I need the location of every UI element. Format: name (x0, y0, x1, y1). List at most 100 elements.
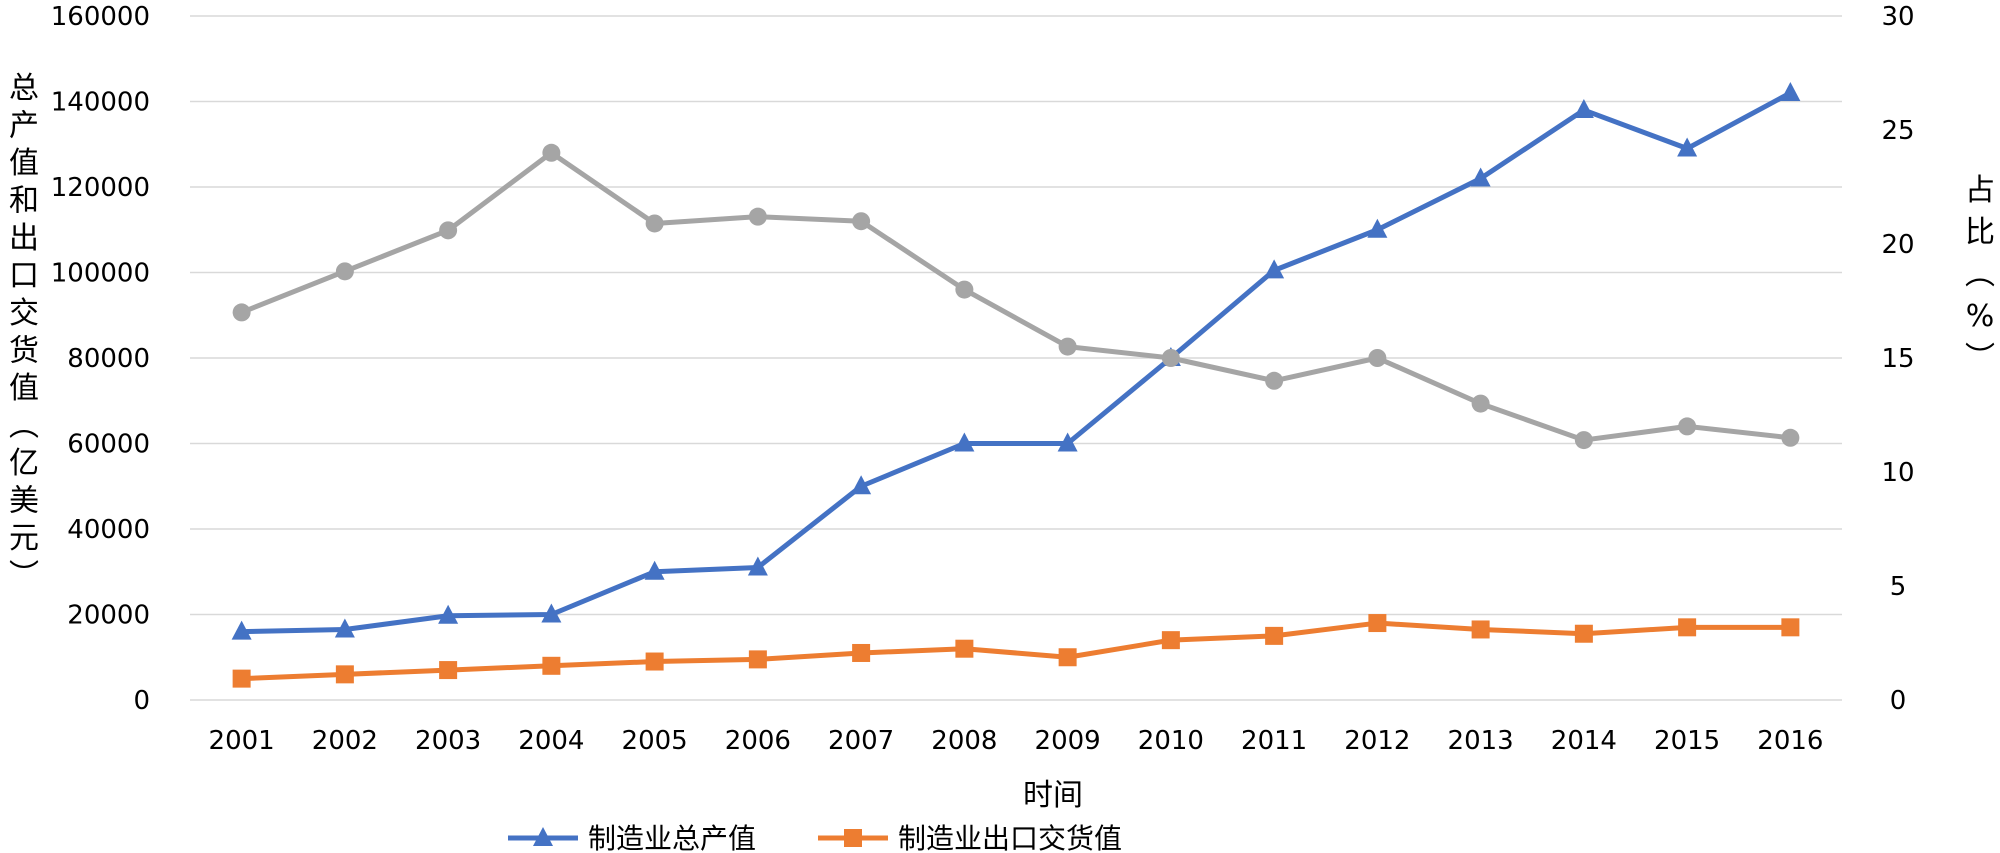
triangle-marker (1264, 259, 1285, 279)
triangle-marker (851, 475, 872, 495)
circle-marker (1058, 337, 1077, 356)
triangle-marker (1367, 218, 1388, 238)
right-y-axis-title-char: % (1966, 299, 1995, 334)
right-y-axis-title-char: 占 (1965, 173, 1995, 208)
left-y-tick-label: 140000 (51, 88, 150, 118)
right-y-tick-label: 25 (1881, 116, 1914, 146)
triangle-marker (954, 432, 975, 452)
left-y-axis-title-char: 口 (9, 259, 39, 294)
x-tick-label: 2016 (1757, 726, 1823, 756)
square-marker (542, 656, 561, 675)
x-tick-label: 2007 (828, 726, 894, 756)
triangle-marker (644, 560, 665, 580)
right-y-tick-label: 5 (1890, 572, 1907, 602)
triangle-marker (334, 618, 355, 638)
series-layer (231, 81, 1801, 688)
square-marker (1574, 624, 1593, 643)
triangle-marker (1780, 81, 1801, 101)
triangle-marker (541, 603, 562, 623)
circle-marker (748, 207, 767, 226)
series-0 (231, 81, 1801, 640)
circle-marker (542, 143, 561, 162)
square-marker (748, 650, 767, 669)
x-axis-title: 时间 (1023, 778, 1083, 813)
left-y-tick-label: 80000 (67, 344, 150, 374)
square-marker (232, 669, 251, 688)
left-y-tick-label: 0 (133, 686, 150, 716)
circle-marker (1161, 349, 1180, 367)
triangle-marker (438, 604, 459, 624)
x-tick-label: 2003 (415, 726, 481, 756)
right-y-axis-ticks: 0 5 10 15 20 25 30 (1881, 2, 1914, 716)
triangle-marker (533, 827, 553, 846)
x-tick-label: 2002 (312, 726, 378, 756)
x-tick-label: 2012 (1344, 726, 1410, 756)
square-marker (1678, 618, 1697, 637)
circle-marker (1678, 417, 1697, 436)
right-y-tick-label: 30 (1881, 2, 1914, 32)
circle-marker (232, 303, 251, 322)
x-axis-ticks: 2001 2002 2003 2004 2005 2006 2007 2008 2009 2010… (209, 726, 1824, 756)
square-marker (955, 639, 974, 658)
left-y-axis-ticks: 0 20000 40000 60000 80000 100000 120000 140000 1… (51, 2, 150, 716)
square-marker (1161, 631, 1180, 650)
x-tick-label: 2008 (931, 726, 997, 756)
left-y-axis-title-char: 交 (9, 296, 39, 331)
legend-label: 制造业出口交货值 (898, 822, 1122, 853)
circle-marker (1368, 349, 1387, 367)
left-y-axis-title-char: 出 (9, 221, 39, 256)
left-y-tick-label: 60000 (67, 430, 150, 460)
circle-marker (645, 214, 664, 233)
right-y-tick-label: 0 (1890, 686, 1907, 716)
x-tick-label: 2011 (1241, 726, 1307, 756)
left-y-axis-title-char: 亿 (9, 446, 39, 481)
triangle-marker (1470, 167, 1491, 187)
right-y-axis-title: 占比 ︵% ︶ (1965, 173, 1995, 376)
gridlines (190, 15, 1842, 701)
series-1 (232, 614, 1800, 688)
x-tick-label: 2009 (1035, 726, 1101, 756)
circle-marker (1265, 371, 1284, 390)
square-marker (1781, 618, 1800, 637)
series-line (239, 150, 1793, 443)
series-2 (232, 143, 1800, 450)
square-marker (1265, 626, 1284, 645)
circle-marker (439, 221, 458, 240)
left-y-axis-title-char: 值 (9, 146, 39, 181)
square-marker (1368, 614, 1387, 633)
left-y-tick-label: 20000 (67, 601, 150, 631)
triangle-marker (747, 556, 768, 576)
right-y-axis-title-char: ︶ (1965, 341, 1995, 376)
x-tick-label: 2001 (209, 726, 275, 756)
left-y-tick-label: 40000 (67, 515, 150, 545)
square-marker (335, 665, 354, 684)
square-marker (439, 661, 458, 680)
square-marker (844, 829, 862, 847)
series-line (239, 90, 1793, 635)
circle-marker (955, 280, 974, 299)
legend-item: 制造业出口交货值 (818, 822, 1122, 853)
left-y-axis-title-char: 美 (9, 484, 39, 519)
square-marker (1058, 648, 1077, 667)
legend-label: 制造业总产值 (588, 822, 756, 853)
square-marker (1471, 620, 1490, 639)
x-tick-label: 2015 (1654, 726, 1720, 756)
left-y-tick-label: 160000 (51, 2, 150, 32)
circle-marker (1781, 428, 1800, 447)
triangle-marker (1057, 432, 1078, 452)
left-y-tick-label: 100000 (51, 259, 150, 289)
x-tick-label: 2014 (1551, 726, 1617, 756)
right-y-axis-title-char: 比 (1965, 215, 1995, 250)
square-marker (852, 643, 871, 662)
left-y-axis-title-char: 值 (9, 371, 39, 406)
triangle-marker (1573, 99, 1594, 119)
left-y-axis-title-char: ︵ (9, 409, 39, 444)
legend: 制造业总产值 制造业出口交货值 (508, 822, 1122, 853)
square-marker (645, 652, 664, 671)
circle-marker (852, 212, 871, 231)
x-tick-label: 2005 (622, 726, 688, 756)
